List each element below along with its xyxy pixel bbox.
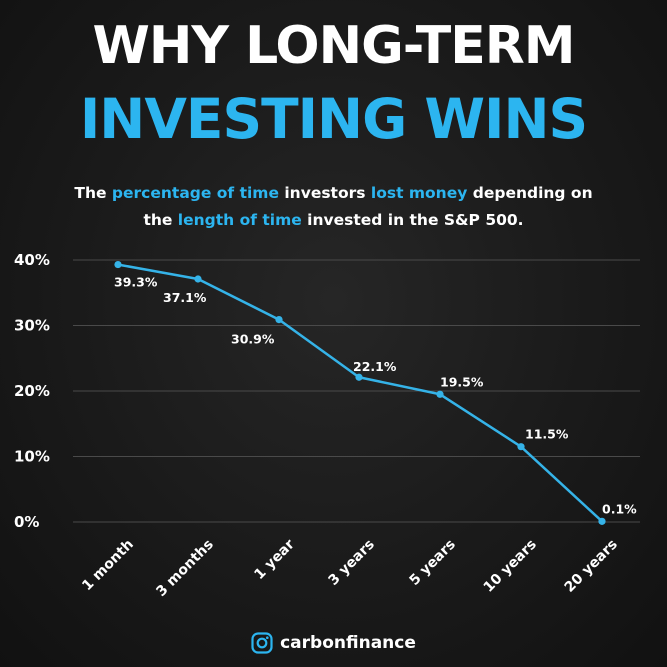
data-label: 11.5%: [525, 427, 569, 442]
x-tick-label: 1 month: [79, 537, 137, 595]
subtitle-highlight: length of time: [177, 211, 302, 229]
x-tick-label: 3 months: [153, 537, 216, 600]
data-label: 22.1%: [353, 359, 397, 374]
footer-handle: carbonfinance: [280, 633, 416, 653]
y-tick-label: 40%: [14, 251, 50, 269]
x-tick-label: 10 years: [481, 537, 540, 596]
y-axis-ticks: 0% 10% 20% 30% 40%: [14, 251, 50, 531]
footer-credit: carbonfinance: [0, 632, 667, 654]
data-point: [436, 390, 444, 398]
y-tick-label: 20%: [14, 382, 50, 400]
y-tick-label: 30%: [14, 317, 50, 335]
headline-line-2: INVESTING WINS: [79, 87, 588, 151]
chart-subtitle: The percentage of time investors lost mo…: [0, 180, 667, 234]
x-axis-ticks: 1 month 3 months 1 year 3 years 5 years 10 ye…: [79, 536, 621, 600]
data-point: [598, 517, 606, 525]
subtitle-text: the: [143, 211, 178, 229]
subtitle-text: investors: [278, 184, 371, 202]
data-label: 37.1%: [163, 290, 207, 305]
data-label: 0.1%: [602, 501, 637, 516]
y-tick-label: 0%: [14, 513, 39, 531]
data-point: [355, 373, 363, 381]
subtitle-line-1: The percentage of time investors lost mo…: [0, 180, 667, 207]
subtitle-highlight: lost money: [370, 184, 468, 202]
data-labels: 39.3% 37.1% 30.9% 22.1% 19.5% 11.5% 0.1%: [114, 275, 637, 517]
x-tick-label: 1 year: [251, 536, 297, 582]
data-label: 30.9%: [231, 332, 275, 347]
instagram-icon: [251, 632, 273, 654]
data-label: 39.3%: [114, 275, 158, 290]
x-tick-label: 20 years: [562, 537, 621, 596]
y-tick-label: 10%: [14, 448, 50, 466]
subtitle-text: depending on: [467, 184, 593, 202]
x-tick-label: 3 years: [326, 537, 378, 589]
subtitle-line-2: the length of time invested in the S&P 5…: [0, 207, 667, 234]
grid-lines: [73, 259, 640, 523]
headline-line-1: WHY LONG-TERM: [92, 16, 575, 76]
subtitle-highlight: percentage of time: [111, 184, 279, 202]
subtitle-text: invested in the S&P 500.: [301, 211, 524, 229]
data-point: [275, 316, 283, 324]
data-label: 19.5%: [440, 374, 484, 389]
x-tick-label: 5 years: [407, 537, 459, 589]
data-point: [114, 260, 122, 269]
data-point: [194, 275, 202, 283]
data-point: [517, 443, 525, 451]
subtitle-text: The: [74, 184, 112, 202]
data-points: [114, 260, 606, 525]
